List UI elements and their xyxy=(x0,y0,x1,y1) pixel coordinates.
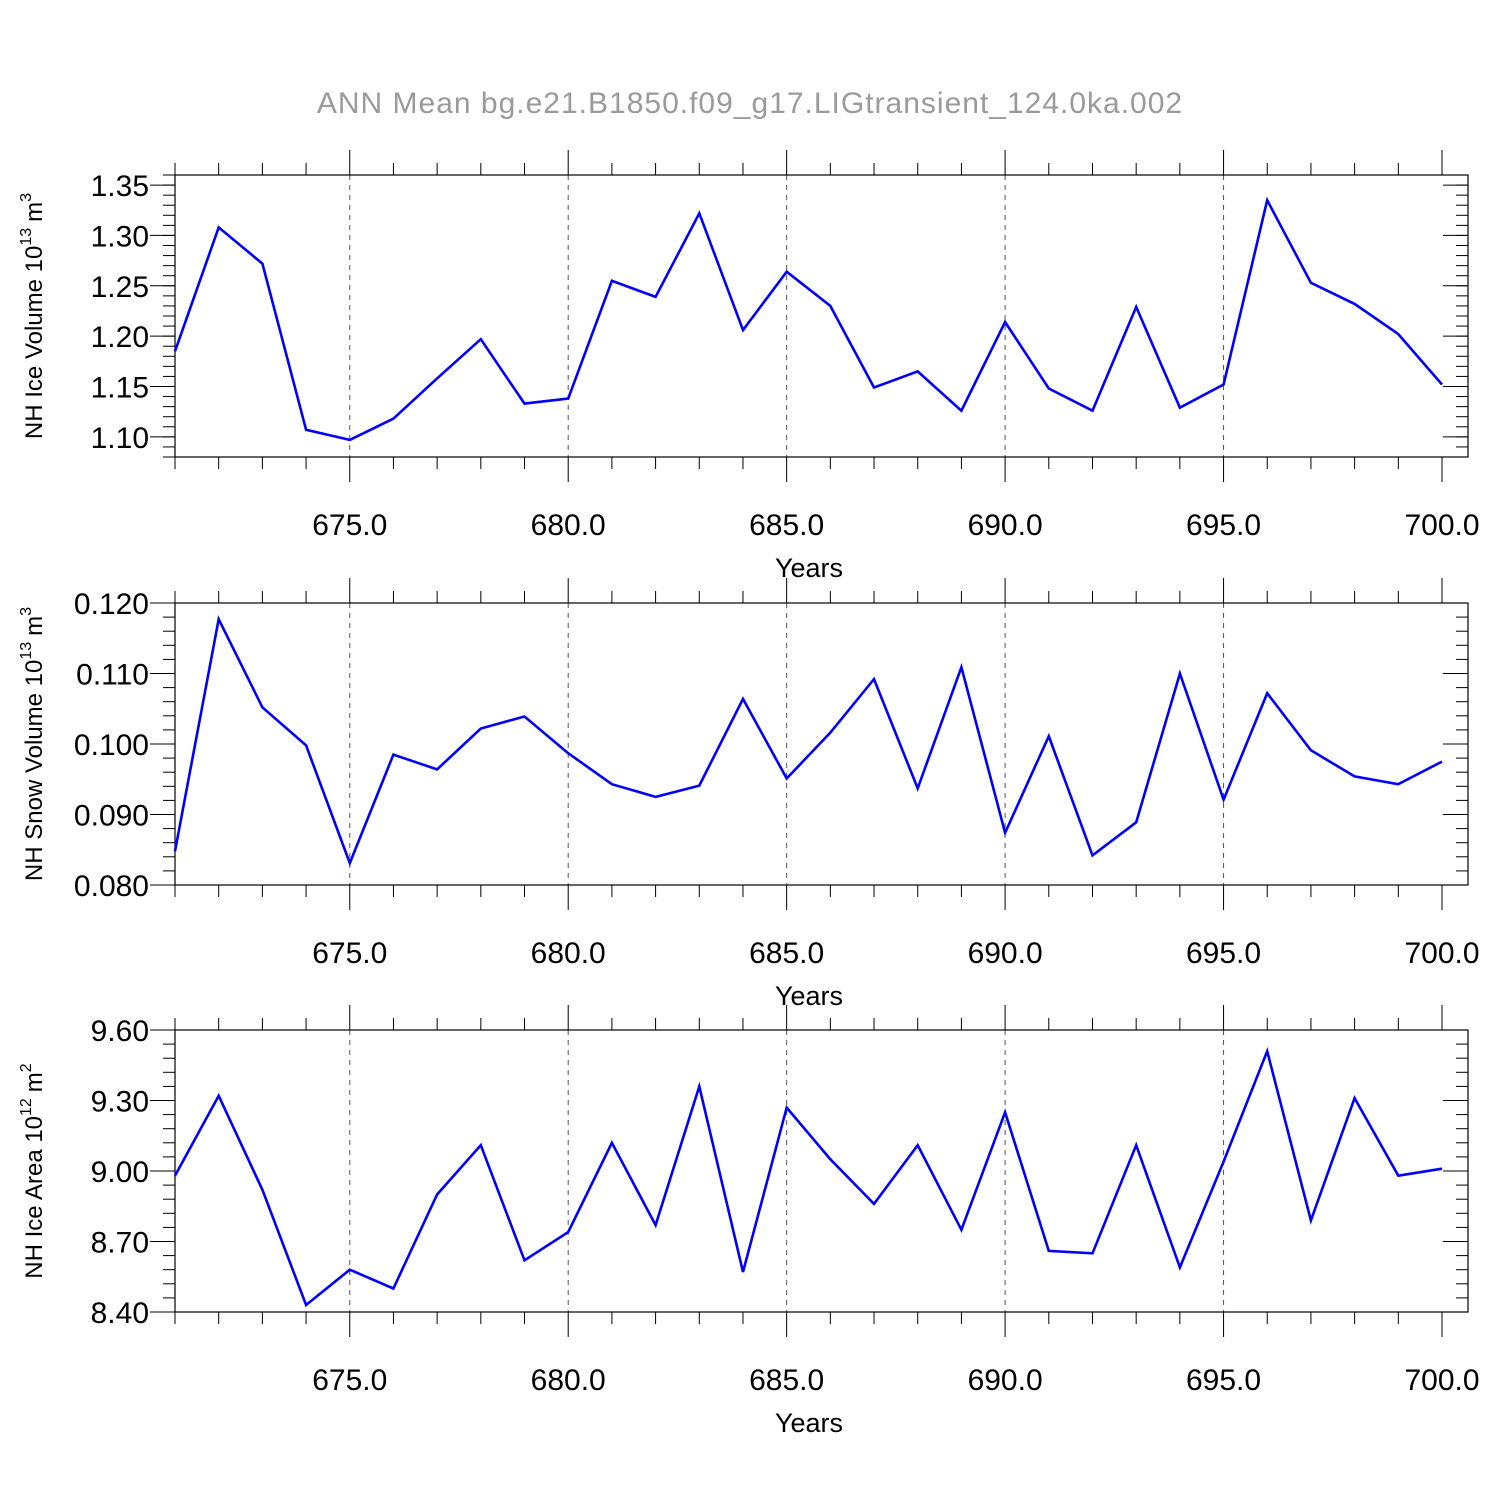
x-tick-label: 680.0 xyxy=(531,509,606,542)
y-tick-label: 0.110 xyxy=(76,659,149,692)
plot-frame xyxy=(174,1029,1469,1313)
y-axis-title-exponent: 12 xyxy=(18,1098,35,1116)
x-tick-label: 690.0 xyxy=(968,1364,1043,1397)
y-axis-title-text: NH Ice Volume 10 xyxy=(21,246,48,439)
x-tick-label: 680.0 xyxy=(531,1364,606,1397)
x-tick-label: 690.0 xyxy=(968,937,1043,970)
series-line xyxy=(173,1047,1443,1308)
y-tick-label: 1.25 xyxy=(91,271,149,304)
x-tick-label: 695.0 xyxy=(1186,937,1261,970)
x-tick-label: 700.0 xyxy=(1404,937,1479,970)
x-axis-title: Years xyxy=(775,1408,843,1438)
x-tick-label: 680.0 xyxy=(531,937,606,970)
y-tick-label: 1.15 xyxy=(91,372,149,405)
y-axis-title-unit: m xyxy=(21,202,48,222)
series-line xyxy=(173,196,1443,442)
x-tick-label: 700.0 xyxy=(1404,509,1479,542)
y-tick-label: 1.20 xyxy=(91,321,149,354)
x-axis-title: Years xyxy=(775,981,843,1011)
y-tick-label: 8.70 xyxy=(91,1227,149,1260)
plot-frame xyxy=(174,602,1469,886)
x-tick-label: 700.0 xyxy=(1404,1364,1479,1397)
y-axis-title-exponent: 13 xyxy=(18,642,35,660)
x-tick-label: 685.0 xyxy=(749,509,824,542)
y-tick-label: 9.30 xyxy=(91,1086,149,1119)
x-tick-label: 675.0 xyxy=(312,937,387,970)
y-axis-title: NH Ice Volume 1013 m3 xyxy=(18,193,48,439)
y-tick-label: 1.30 xyxy=(91,220,149,253)
y-axis-title-exponent: 13 xyxy=(18,228,35,246)
y-tick-label: 0.100 xyxy=(74,729,149,762)
x-tick-label: 690.0 xyxy=(968,509,1043,542)
x-tick-label: 685.0 xyxy=(749,1364,824,1397)
y-axis-title: NH Snow Volume 1013 m3 xyxy=(18,607,48,881)
y-axis-title-unit: m xyxy=(21,616,48,636)
x-axis-title: Years xyxy=(775,553,843,583)
y-tick-label: 8.40 xyxy=(91,1297,149,1330)
plot-frame xyxy=(174,174,1469,458)
panel-1: 675.0 680.0 685.0 690.0 695.0 700.0 Years 1.10 1… xyxy=(18,150,1480,583)
y-tick-label: 1.35 xyxy=(91,170,149,203)
y-axis-title-unit: m xyxy=(21,1072,48,1092)
panel-3: 675.0 680.0 685.0 690.0 695.0 700.0 Years 8.40 8… xyxy=(18,1005,1480,1438)
y-axis-title: NH Ice Area 1012 m2 xyxy=(18,1063,48,1279)
y-tick-label: 0.090 xyxy=(74,800,149,833)
x-tick-label: 675.0 xyxy=(312,509,387,542)
x-tick-label: 675.0 xyxy=(312,1364,387,1397)
x-tick-label: 695.0 xyxy=(1186,1364,1261,1397)
series-line xyxy=(173,615,1443,867)
figure-title: ANN Mean bg.e21.B1850.f09_g17.LIGtransie… xyxy=(317,87,1183,120)
y-tick-label: 1.10 xyxy=(91,422,149,455)
y-axis-title-unit-exponent: 3 xyxy=(18,607,35,616)
y-axis-title-text: NH Snow Volume 10 xyxy=(21,660,48,881)
y-tick-label: 0.080 xyxy=(74,870,149,903)
x-tick-label: 695.0 xyxy=(1186,509,1261,542)
y-axis-title-text: NH Ice Area 10 xyxy=(21,1116,48,1279)
x-tick-label: 685.0 xyxy=(749,937,824,970)
panel-2: 675.0 680.0 685.0 690.0 695.0 700.0 Years 0.080… xyxy=(18,578,1480,1011)
y-tick-label: 9.60 xyxy=(91,1015,149,1048)
y-tick-label: 9.00 xyxy=(91,1156,149,1189)
y-axis-title-unit-exponent: 3 xyxy=(18,193,35,202)
y-tick-label: 0.120 xyxy=(74,588,149,621)
y-axis-title-unit-exponent: 2 xyxy=(18,1063,35,1072)
